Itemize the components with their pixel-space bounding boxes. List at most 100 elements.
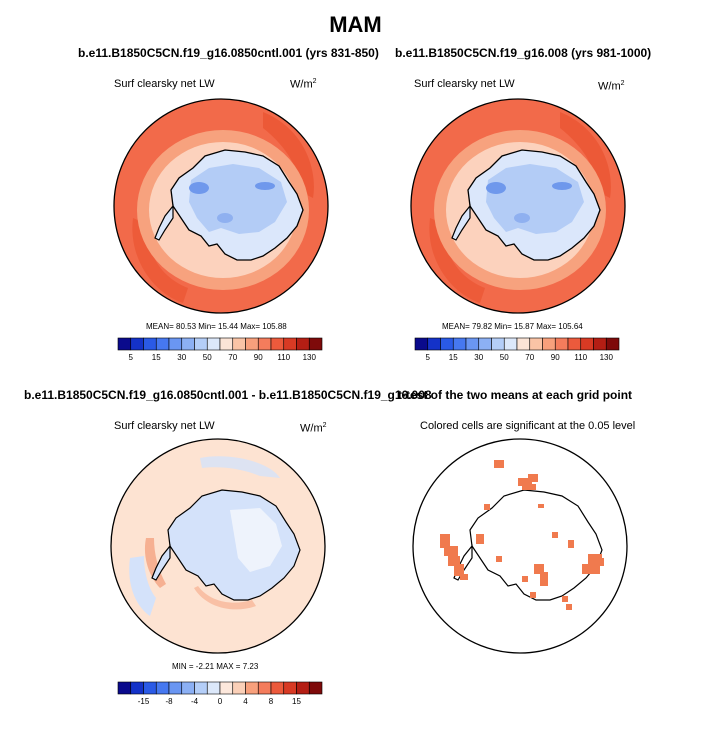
colorbar-cell: [516, 337, 531, 351]
colorbar-cell: [117, 337, 132, 351]
colorbar-cell: [452, 337, 467, 351]
colorbar-cell: [206, 337, 221, 351]
diff-blue-region: [200, 456, 280, 478]
colorbar-cell: [270, 681, 285, 695]
ice-mid-shading: [189, 164, 287, 234]
colorbar-cell: [232, 681, 246, 695]
colorbar-cell: [155, 337, 170, 351]
colorbar-cell: [554, 337, 569, 351]
ice-dark-patch: [189, 182, 209, 194]
colorbar-cell: [427, 337, 441, 351]
panel1-map: [113, 98, 329, 314]
colorbar-cell: [414, 337, 429, 351]
ocean-dark-band: [263, 112, 314, 198]
ice-mid-shading: [486, 164, 584, 234]
panel1-stats: MEAN= 80.53 Min= 15.44 Max= 105.88: [146, 322, 287, 331]
colorbar-tick-label: 15: [448, 353, 458, 362]
colorbar-cell: [283, 681, 297, 695]
peninsula: [154, 204, 174, 241]
colorbar-tick-label: 50: [202, 353, 212, 362]
colorbar-tick-label: 130: [599, 353, 613, 362]
ocean-dark-band: [560, 112, 611, 198]
panel2-title: b.e11.B1850C5CN.f19_g16.008 (yrs 981-100…: [395, 46, 652, 60]
colorbar-cell: [181, 681, 195, 695]
colorbar-cell: [194, 681, 208, 695]
colorbar-tick-label: 8: [268, 697, 274, 706]
colorbar-cell: [168, 337, 183, 351]
colorbar-cell: [257, 681, 272, 695]
panel3-map: [110, 438, 326, 654]
panel2-units: W/m2: [598, 80, 625, 93]
colorbar-cell: [465, 337, 480, 351]
panel2-map: [410, 98, 626, 314]
diff-red-region: [194, 586, 256, 610]
colorbar-cell: [605, 337, 620, 351]
ice-dark-patch: [255, 182, 275, 190]
diff-blue-region: [129, 556, 156, 616]
ice-dark-patch: [552, 182, 572, 190]
panel2-variable: Surf clearsky net LW: [414, 78, 515, 90]
colorbar-tick-label: 110: [574, 353, 588, 362]
colorbar-tick-label: -8: [165, 697, 173, 706]
colorbar-tick-label: 0: [217, 697, 223, 706]
panel1-title: b.e11.B1850C5CN.f19_g16.0850cntl.001 (yr…: [78, 46, 379, 60]
ice-dark-patch: [217, 213, 233, 223]
colorbar-cell: [283, 337, 297, 351]
peninsula: [151, 544, 171, 581]
panel4-map: [412, 438, 628, 654]
panel3-stats: MIN = -2.21 MAX = 7.23: [172, 662, 259, 671]
colorbar-cell: [308, 681, 323, 695]
colorbar-cell: [529, 337, 543, 351]
panel4-title: t-test of the two means at each grid poi…: [398, 388, 633, 402]
colorbar-cell: [143, 681, 157, 695]
significant-cells: [440, 460, 604, 610]
colorbar-cell: [219, 681, 234, 695]
panel1-variable: Surf clearsky net LW: [114, 78, 215, 90]
colorbar-tick-label: 4: [243, 697, 248, 706]
colorbar-tick-label: 15: [151, 353, 161, 362]
colorbar-tick-label: 90: [253, 353, 263, 362]
colorbar-cell: [580, 337, 594, 351]
colorbar-cell: [593, 337, 607, 351]
colorbar-cell: [130, 681, 144, 695]
main-title: MAM: [329, 12, 382, 37]
diff-red-region: [144, 538, 166, 588]
ice-dark-patch: [486, 182, 506, 194]
colorbar-tick-label: 70: [228, 353, 238, 362]
panel3-colorbar: [117, 681, 323, 695]
panel2-colorbar: [414, 337, 620, 351]
colorbar-cell: [155, 681, 170, 695]
peninsula: [451, 204, 471, 241]
colorbar-cell: [206, 681, 221, 695]
colorbar-cell: [219, 337, 234, 351]
colorbar-tick-label: -15: [137, 697, 150, 706]
colorbar-cell: [245, 337, 259, 351]
colorbar-cell: [194, 337, 208, 351]
colorbar-cell: [567, 337, 582, 351]
panel2-stats: MEAN= 79.82 Min= 15.87 Max= 105.64: [442, 322, 583, 331]
panel1-units: W/m2: [290, 78, 317, 91]
colorbar-cell: [296, 337, 310, 351]
colorbar-tick-label: 5: [128, 353, 133, 362]
colorbar-cell: [181, 337, 195, 351]
colorbar-tick-label: 130: [302, 353, 316, 362]
panel4-variable: Colored cells are significant at the 0.0…: [420, 420, 636, 432]
colorbar-tick-label: 110: [277, 353, 291, 362]
panel3-title: b.e11.B1850C5CN.f19_g16.0850cntl.001 - b…: [24, 388, 432, 402]
colorbar-cell: [503, 337, 518, 351]
colorbar-cell: [117, 681, 132, 695]
colorbar-cell: [478, 337, 492, 351]
colorbar-cell: [308, 337, 323, 351]
colorbar-cell: [257, 337, 272, 351]
colorbar-cell: [440, 337, 454, 351]
colorbar-cell: [245, 681, 259, 695]
colorbar-cell: [491, 337, 505, 351]
colorbar-cell: [270, 337, 285, 351]
colorbar-tick-label: 90: [550, 353, 560, 362]
ice-dark-patch: [514, 213, 530, 223]
colorbar-cell: [296, 681, 310, 695]
colorbar-tick-label: 15: [292, 697, 301, 706]
colorbar-cell: [130, 337, 144, 351]
colorbar-tick-label: 50: [499, 353, 509, 362]
colorbar-tick-label: -4: [190, 697, 199, 706]
